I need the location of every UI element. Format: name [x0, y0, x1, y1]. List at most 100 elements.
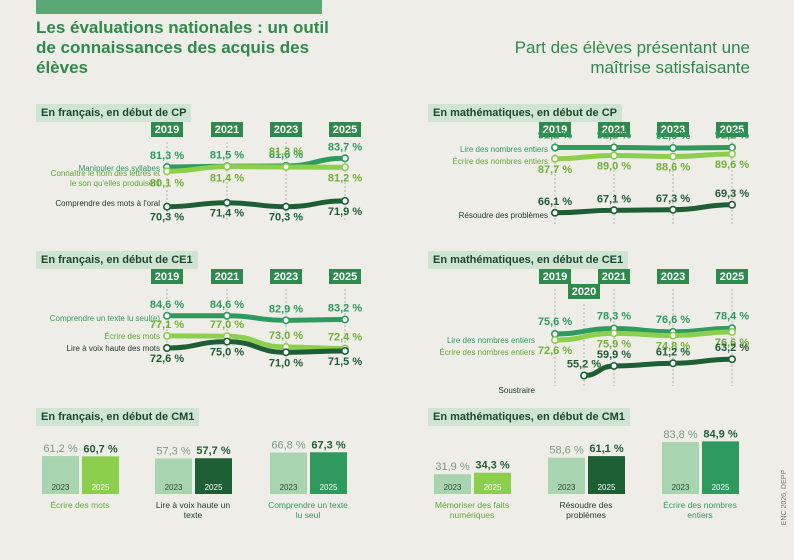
data-point: [727, 327, 736, 336]
data-point: [281, 348, 290, 357]
data-point: [727, 200, 736, 209]
series-line: [164, 164, 348, 174]
bar-group-label: numériques: [450, 510, 494, 520]
data-point: [163, 167, 172, 176]
year-label: 2021: [215, 271, 239, 283]
section-title-fr-cp: En français, en début de CP: [36, 104, 192, 122]
bar-year-label: 2025: [484, 483, 502, 492]
data-label: 67,1 %: [597, 193, 631, 205]
section-title-math-cp: En mathématiques, en début de CP: [428, 104, 622, 122]
bar-value-label: 66,8 %: [271, 440, 305, 452]
data-point: [550, 154, 559, 163]
data-point: [609, 206, 618, 215]
series-name-label: Lire des nombres entiers: [447, 336, 535, 345]
series-name-label: Écrire des mots: [104, 332, 160, 341]
data-point: [223, 337, 232, 346]
year-label: 2019: [543, 271, 567, 283]
series-name-label: Écrire des nombres entiers: [439, 348, 535, 357]
series-name-label: Soustraire: [499, 386, 536, 395]
bar: [588, 456, 625, 494]
year-label: 2019: [155, 124, 179, 136]
bar: [155, 458, 192, 494]
series-name-label: Résoudre des problèmes: [459, 211, 548, 220]
data-label: 70,3 %: [150, 212, 184, 224]
data-label: 78,3 %: [597, 310, 631, 322]
data-point: [163, 311, 172, 320]
year-label: 2021: [215, 124, 239, 136]
data-label: 74,8 %: [656, 341, 690, 353]
data-point: [668, 144, 677, 153]
bar-year-label: 2025: [92, 483, 110, 492]
bar-group-label: Écrire des mots: [50, 500, 109, 510]
data-point: [163, 202, 172, 211]
bar-group-label: Écrire des nombres: [663, 500, 737, 510]
data-label: 75,0 %: [210, 347, 244, 359]
data-label: 81,6 %: [269, 149, 303, 161]
bar-year-label: 2023: [558, 483, 576, 492]
data-point: [609, 329, 618, 338]
page-title: Les évaluations nationales : un outil de…: [36, 18, 329, 77]
bar: [548, 457, 585, 494]
data-label: 71,0 %: [269, 357, 303, 369]
data-point: [727, 150, 736, 159]
year-box: [568, 284, 600, 299]
bar-value-label: 60,7 %: [83, 443, 117, 455]
data-point: [223, 311, 232, 320]
year-label: 2025: [333, 124, 357, 136]
data-label: 83,2 %: [328, 303, 362, 315]
data-label: 72,6 %: [538, 345, 572, 357]
data-point: [550, 336, 559, 345]
series-line: [552, 151, 735, 162]
data-label: 76,6 %: [715, 337, 749, 349]
data-point: [163, 344, 172, 353]
bar: [270, 452, 307, 494]
bar-value-label: 61,1 %: [589, 443, 623, 455]
bar-year-label: 2023: [444, 483, 462, 492]
data-label: 82,9 %: [269, 303, 303, 315]
data-label: 67,3 %: [656, 193, 690, 205]
series-line: [164, 313, 348, 323]
year-label: 2025: [720, 124, 744, 136]
data-label: 63,2 %: [715, 342, 749, 354]
series-name-label: Lire des nombres entiers: [460, 145, 548, 154]
bar-value-label: 67,3 %: [311, 439, 345, 451]
series-line: [552, 145, 735, 151]
data-point: [281, 202, 290, 211]
page-subtitle: Part des élèves présentant une maîtrise …: [514, 38, 750, 77]
data-point: [223, 162, 232, 171]
bar-value-label: 34,3 %: [475, 460, 509, 472]
data-label: 77,1 %: [150, 319, 184, 331]
data-point: [340, 163, 349, 172]
data-label: 92,2 %: [538, 130, 572, 142]
data-label: 89,6 %: [715, 159, 749, 171]
year-box: [329, 269, 361, 284]
data-point: [727, 355, 736, 364]
data-label: 80,1 %: [150, 177, 184, 189]
bar-group-label: problèmes: [566, 510, 606, 520]
data-label: 89,0 %: [597, 161, 631, 173]
data-label: 84,6 %: [210, 299, 244, 311]
bar: [42, 456, 79, 494]
year-box: [270, 269, 302, 284]
data-label: 88,6 %: [656, 162, 690, 174]
data-label: 76,6 %: [656, 314, 690, 326]
year-box: [270, 122, 302, 137]
year-label: 2021: [602, 124, 626, 136]
data-label: 73,0 %: [269, 330, 303, 342]
year-label: 2019: [543, 124, 567, 136]
data-point: [340, 346, 349, 355]
data-point: [550, 208, 559, 217]
section-title-math-ce1: En mathématiques, en début de CE1: [428, 251, 629, 269]
series-name-label: Comprendre des mots à l'oral: [55, 199, 160, 208]
year-box: [211, 269, 243, 284]
bar-value-label: 61,2 %: [43, 443, 77, 455]
data-label: 70,3 %: [269, 212, 303, 224]
data-label: 59,9 %: [597, 349, 631, 361]
data-label: 69,3 %: [715, 188, 749, 200]
data-label: 81,4 %: [210, 173, 244, 185]
year-box: [329, 122, 361, 137]
bar-value-label: 83,8 %: [663, 429, 697, 441]
series-name-label: le son qu'elles produisent: [70, 179, 161, 188]
data-point: [223, 198, 232, 207]
